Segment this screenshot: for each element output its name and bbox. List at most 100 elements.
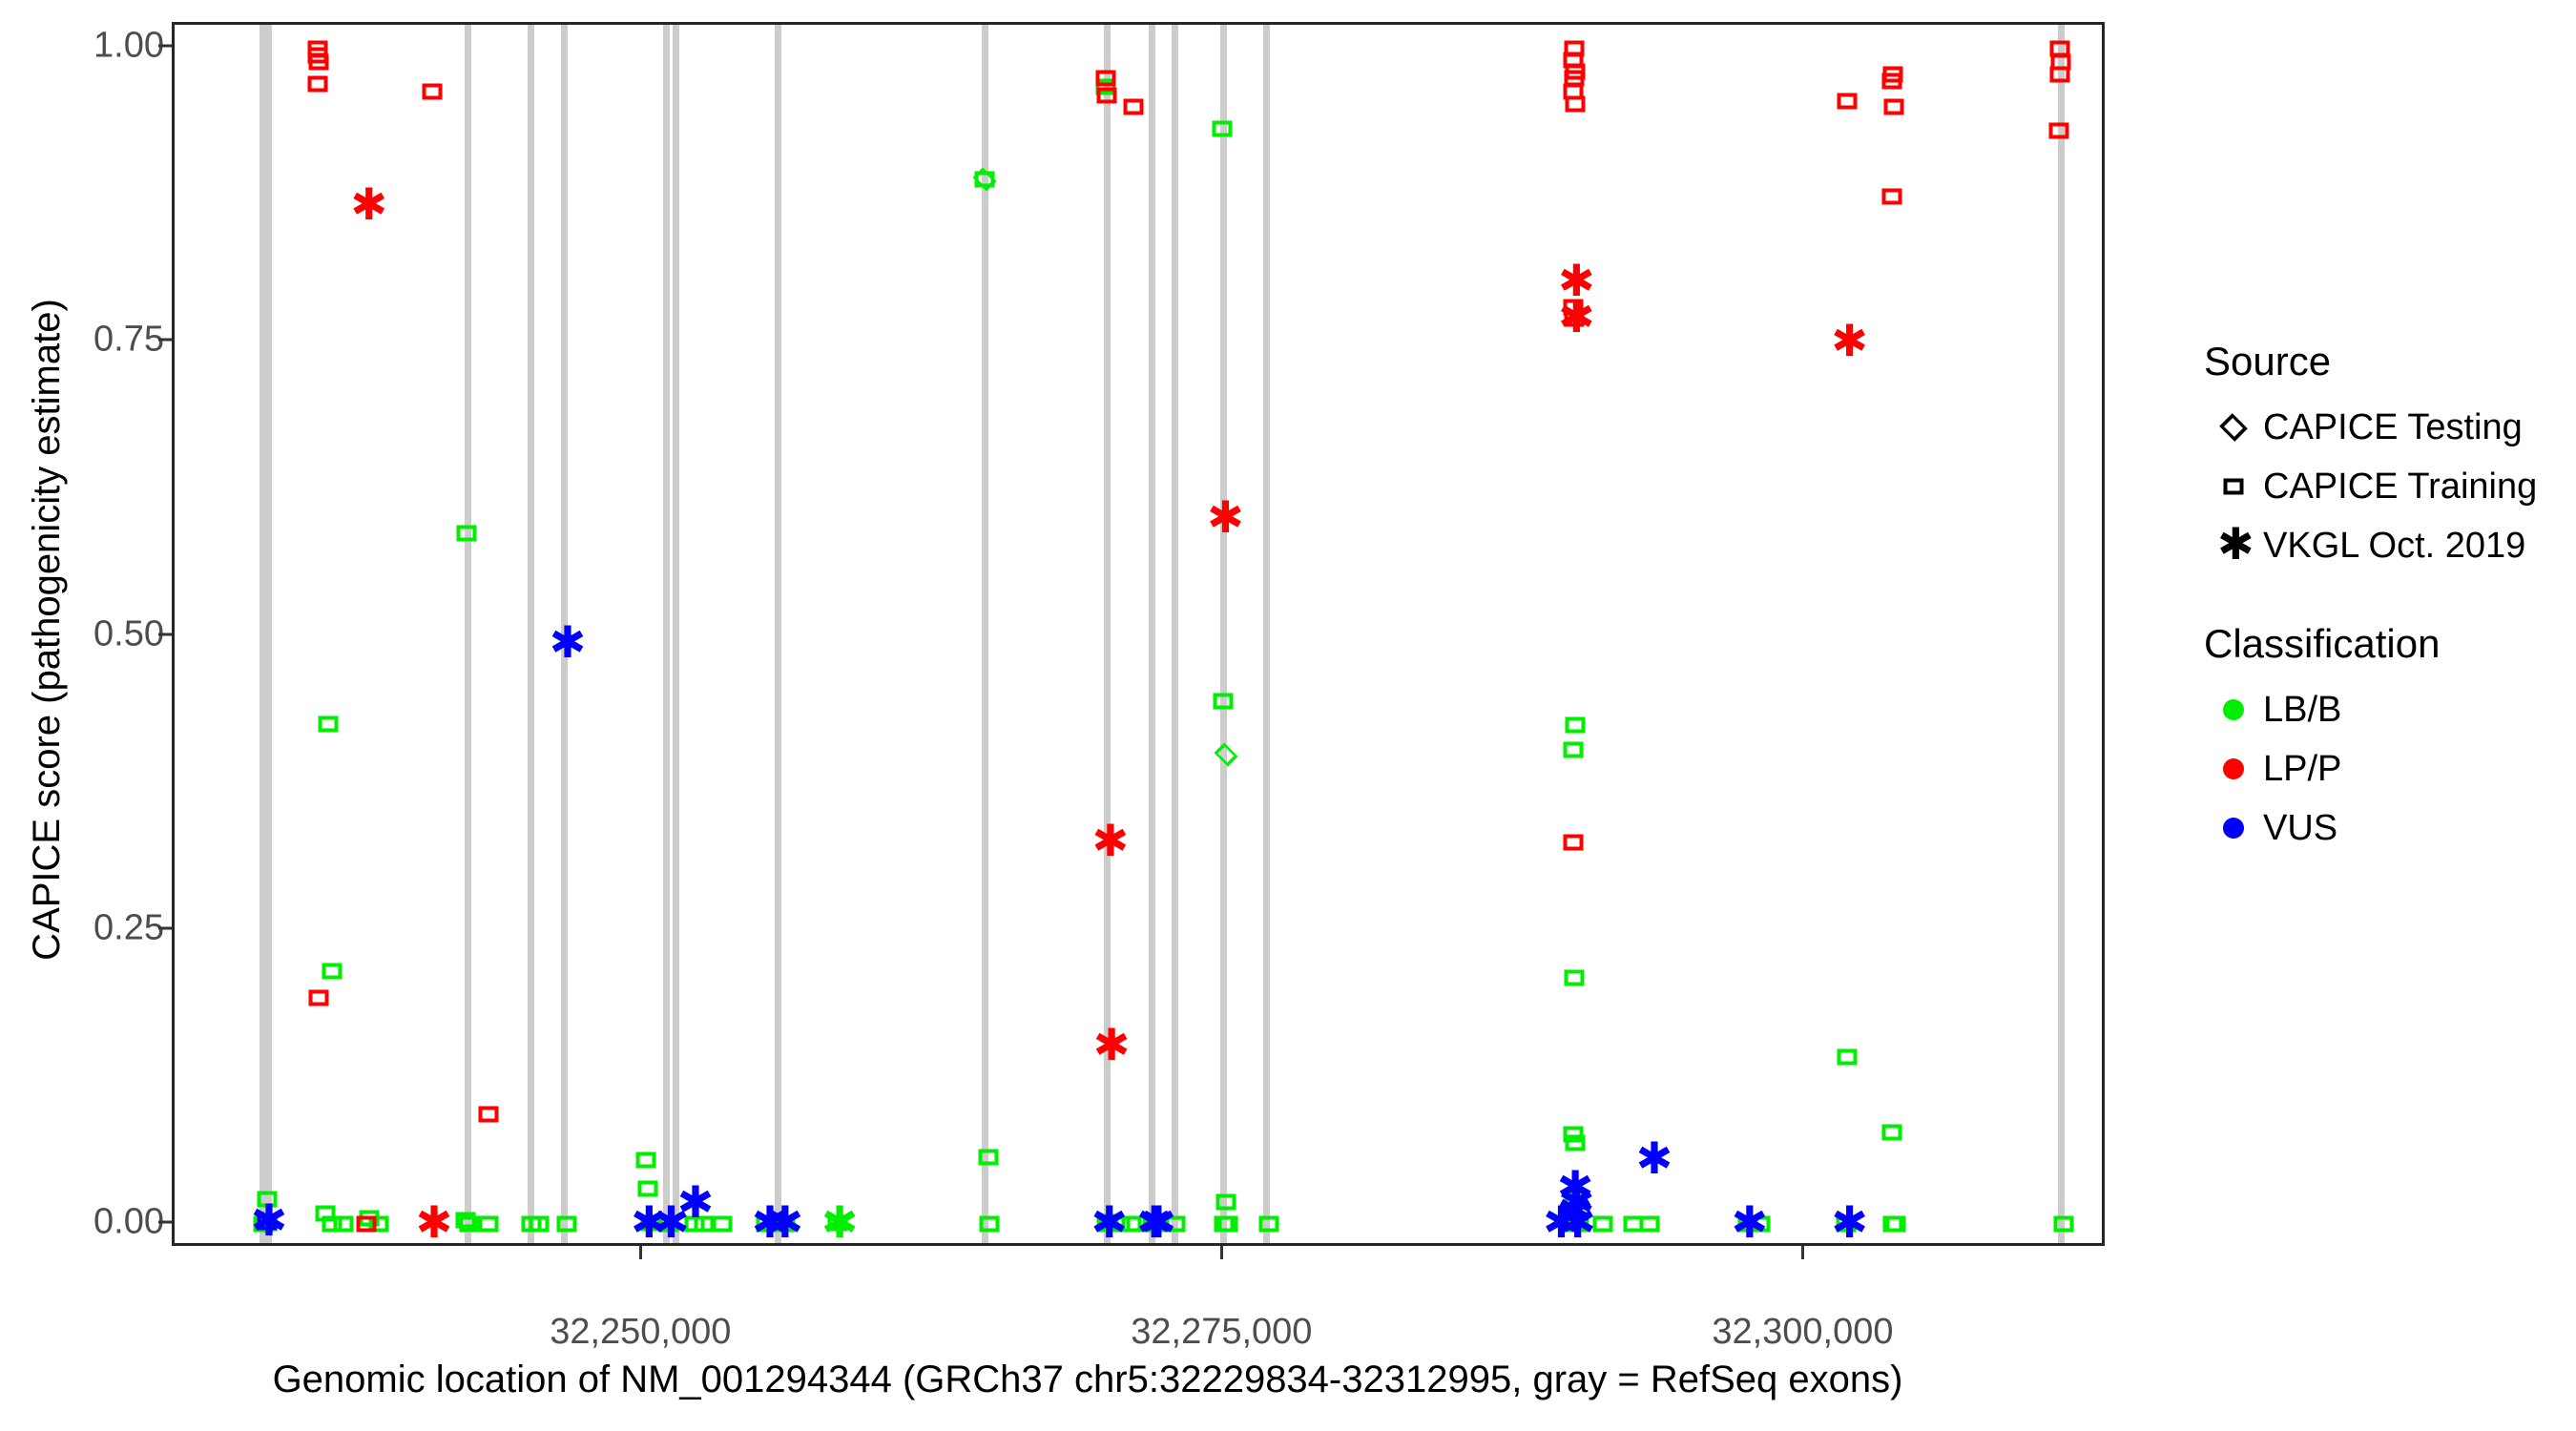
data-point-asterisk: ✱: [1543, 1196, 1580, 1246]
data-point-square: [827, 1214, 848, 1232]
refseq-exon-bar: [464, 25, 471, 1243]
legend-group-classification: Classification LB/B LP/P VUS: [2204, 621, 2566, 858]
y-tick-mark: [158, 44, 172, 48]
data-point-square: [1881, 1124, 1902, 1141]
data-point-square: [1123, 98, 1144, 115]
data-point-square: [307, 75, 328, 93]
data-point-square: [315, 1205, 336, 1222]
data-point-square: [640, 1214, 661, 1232]
x-tick-mark: [1801, 1246, 1805, 1259]
refseq-exon-bar: [663, 25, 671, 1243]
refseq-exon-bar: [259, 25, 273, 1243]
data-point-square: [1737, 1215, 1757, 1233]
x-tick-label: 32,275,000: [1131, 1312, 1313, 1352]
data-point-square: [1564, 40, 1585, 57]
legend-item-classification-1[interactable]: LP/P: [2204, 739, 2566, 798]
y-tick-mark: [158, 633, 172, 635]
data-point-square: [356, 1215, 377, 1233]
data-point-square: [322, 1215, 343, 1233]
green-dot-icon-key: [2204, 680, 2263, 739]
diamond-outline-icon: [2219, 413, 2248, 442]
legend-item-source-1[interactable]: CAPICE Training: [2204, 457, 2566, 516]
data-point-asterisk: ✱: [1831, 1196, 1868, 1246]
data-point-square: [333, 1215, 354, 1233]
refseq-exon-bar: [1171, 25, 1178, 1243]
refseq-exon-bar: [775, 25, 782, 1243]
y-tick-label: 0.75: [93, 319, 164, 360]
asterisk-icon: ✱: [2217, 518, 2254, 570]
data-point-square: [1837, 1048, 1858, 1066]
data-point-square: [307, 40, 328, 57]
legend-item-label: VKGL Oct. 2019: [2263, 525, 2526, 566]
x-tick-label: 32,250,000: [550, 1312, 732, 1352]
data-point-square: [307, 47, 328, 64]
data-point-asterisk: ✱: [1635, 1132, 1673, 1185]
data-point-square: [1881, 73, 1902, 90]
y-tick-mark: [158, 1220, 172, 1224]
legend-item-source-2[interactable]: ✱ VKGL Oct. 2019: [2204, 516, 2566, 575]
legend-item-label: LB/B: [2263, 689, 2342, 730]
data-point-square: [1563, 741, 1584, 758]
data-point-square: [1563, 834, 1584, 851]
legend: Source CAPICE Testing CAPICE Training ✱ VKG…: [2204, 339, 2566, 903]
x-tick-mark: [639, 1246, 643, 1259]
data-point-asterisk: ✱: [676, 1176, 715, 1229]
square-outline-icon-key: [2204, 457, 2263, 516]
legend-item-label: LP/P: [2263, 748, 2342, 789]
data-point-square: [1564, 1192, 1585, 1209]
legend-item-label: CAPICE Testing: [2263, 406, 2523, 447]
data-point-square: [422, 83, 443, 100]
legend-item-source-0[interactable]: CAPICE Testing: [2204, 398, 2566, 457]
data-point-square: [1837, 93, 1858, 110]
data-point-square: [1565, 95, 1586, 113]
data-point-square: [1564, 70, 1585, 86]
data-point-square: [694, 1215, 715, 1233]
data-point-asterisk: ✱: [1558, 291, 1595, 343]
y-tick-mark: [158, 926, 172, 930]
y-tick-label: 0.25: [93, 907, 164, 948]
data-point-square: [756, 1215, 777, 1233]
data-point-square: [1563, 1215, 1584, 1233]
refseq-exon-bar: [1149, 25, 1156, 1243]
data-point-square: [359, 1210, 380, 1227]
data-point-square: [1568, 1215, 1589, 1233]
data-point-square: [712, 1215, 733, 1233]
data-point-square: [308, 53, 329, 71]
legend-title-classification: Classification: [2204, 621, 2441, 666]
data-point-square: [1566, 1215, 1587, 1233]
data-point-square: [635, 1151, 656, 1169]
data-point-asterisk: ✱: [1731, 1196, 1769, 1246]
data-point-square: [684, 1215, 705, 1233]
diamond-outline-icon-key: [2204, 398, 2263, 457]
legend-item-classification-2[interactable]: VUS: [2204, 798, 2566, 858]
data-point-square: [637, 1180, 658, 1197]
data-point-square: [1885, 1215, 1906, 1233]
square-outline-icon: [2223, 478, 2244, 495]
data-point-asterisk: ✱: [1559, 1196, 1596, 1246]
data-point-square: [1750, 1215, 1771, 1233]
green-dot-icon: [2223, 699, 2244, 720]
refseq-exon-bar: [2057, 25, 2065, 1243]
data-point-square: [1882, 66, 1903, 83]
data-point-square: [1563, 52, 1584, 69]
legend-item-classification-0[interactable]: LB/B: [2204, 680, 2566, 739]
y-tick-label: 0.50: [93, 613, 164, 653]
red-dot-icon-key: [2204, 739, 2263, 798]
data-point-square: [478, 1215, 499, 1233]
y-tick-label: 1.00: [93, 25, 164, 66]
refseq-exon-bar: [981, 25, 988, 1243]
data-point-square: [1110, 1215, 1131, 1233]
data-point-square: [1639, 1215, 1660, 1233]
data-point-asterisk: ✱: [1558, 1176, 1595, 1229]
y-tick-label: 0.00: [93, 1201, 164, 1242]
data-point-asterisk: ✱: [350, 177, 387, 230]
blue-dot-icon-key: [2204, 798, 2263, 858]
x-tick-mark: [1220, 1246, 1224, 1259]
x-tick-label: 32,300,000: [1712, 1312, 1894, 1352]
legend-group-source: Source CAPICE Testing CAPICE Training ✱ VKG…: [2204, 339, 2566, 575]
data-point-square: [1881, 188, 1902, 205]
data-point-square: [1565, 63, 1586, 80]
refseq-exon-bar: [1219, 25, 1227, 1243]
data-point-square: [1565, 716, 1586, 734]
